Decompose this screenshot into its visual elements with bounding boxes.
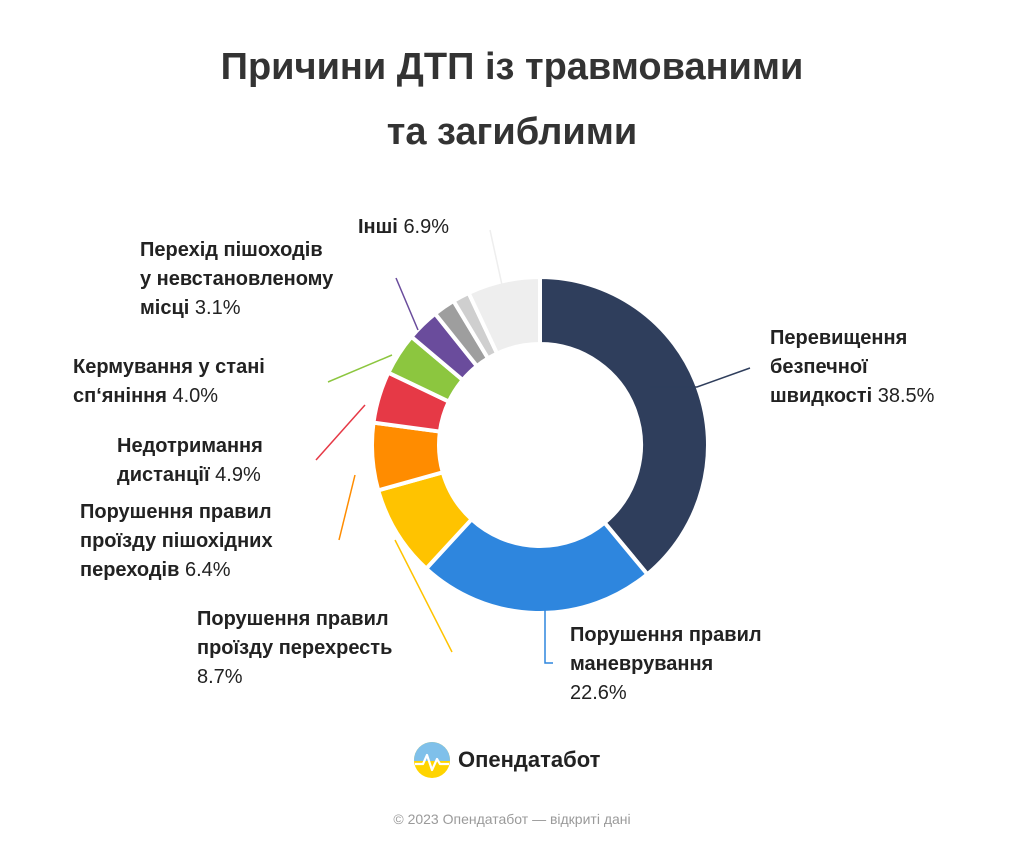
leader-line-manoeuvre xyxy=(544,600,553,664)
label-distance-value: 4.9% xyxy=(215,464,261,486)
label-jaywalking: Перехід пішоходів у невстановленому місц… xyxy=(140,236,333,323)
label-distance-line-2: дистанції xyxy=(117,464,210,486)
label-manoeuvre: Порушення правил маневрування 22.6% xyxy=(570,621,762,708)
opendatabot-logo-icon xyxy=(414,742,450,778)
leader-line-distance xyxy=(315,404,366,461)
label-manoeuvre-value: 22.6% xyxy=(570,682,627,704)
label-pedestrian-crossing-line-3: переходів xyxy=(80,559,180,581)
label-manoeuvre-line-2: маневрування xyxy=(570,653,714,675)
donut-slice-1 xyxy=(424,517,650,615)
donut-slice-0 xyxy=(538,275,710,577)
label-intersection-line-2: проїзду перехресть xyxy=(197,637,393,659)
label-pedestrian-crossing-line-2: проїзду пішохідних xyxy=(80,530,273,552)
chart-title-line-1: Причини ДТП із травмованими xyxy=(220,46,804,88)
leader-line-other xyxy=(489,229,503,286)
leader-line-drunk xyxy=(327,354,393,383)
donut-slice-9 xyxy=(466,275,542,356)
brand-logo: Опендатабот xyxy=(412,740,600,780)
label-pedestrian-crossing-value: 6.4% xyxy=(184,559,231,581)
leader-line-jaywalking xyxy=(395,277,419,331)
label-drunk-value: 4.0% xyxy=(172,385,219,407)
label-other-line-1: Інші xyxy=(358,216,398,238)
label-other-value: 6.9% xyxy=(403,216,450,238)
label-speed: Перевищення безпечної швидкості 38.5% xyxy=(770,324,934,411)
label-other: Інші 6.9% xyxy=(358,213,449,242)
label-intersection-line-1: Порушення правил xyxy=(197,608,389,630)
label-distance: Недотримання дистанції 4.9% xyxy=(117,432,263,490)
brand-name: Опендатабот xyxy=(458,747,601,772)
label-speed-line-1: Перевищення xyxy=(770,327,908,349)
label-intersection: Порушення правил проїзду перехресть 8.7% xyxy=(197,605,392,692)
label-pedestrian-crossing: Порушення правил проїзду пішохідних пере… xyxy=(80,498,273,585)
footer-copyright: © 2023 Опендатабот — відкриті дані xyxy=(393,811,631,827)
label-pedestrian-crossing-line-1: Порушення правил xyxy=(80,501,272,523)
chart-title-line-2: та загиблими xyxy=(386,111,638,153)
label-speed-line-2: безпечної xyxy=(770,356,868,378)
label-drunk-line-2: сп‘яніння xyxy=(73,385,167,407)
label-jaywalking-line-1: Перехід пішоходів xyxy=(140,239,323,261)
label-speed-value: 38.5% xyxy=(877,385,935,407)
leader-line-speed xyxy=(650,367,751,388)
label-speed-line-3: швидкості xyxy=(770,385,873,407)
label-intersection-value: 8.7% xyxy=(197,666,243,688)
label-distance-line-1: Недотримання xyxy=(117,435,263,457)
label-jaywalking-value: 3.1% xyxy=(194,297,241,319)
leader-line-intersection xyxy=(394,539,453,653)
label-jaywalking-line-2: у невстановленому xyxy=(140,268,334,290)
label-drunk-line-1: Кермування у стані xyxy=(73,356,265,378)
label-manoeuvre-line-1: Порушення правил xyxy=(570,624,762,646)
label-drunk: Кермування у стані сп‘яніння 4.0% xyxy=(73,353,265,411)
leader-line-pedestrian-crossing xyxy=(338,474,356,541)
label-jaywalking-line-3: місці xyxy=(140,297,190,319)
